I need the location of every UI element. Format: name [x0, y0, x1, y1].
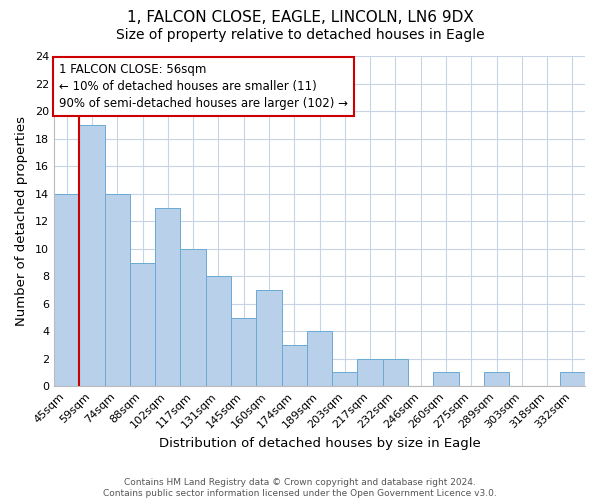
Bar	[332, 372, 358, 386]
Bar	[104, 194, 130, 386]
Text: Contains HM Land Registry data © Crown copyright and database right 2024.
Contai: Contains HM Land Registry data © Crown c…	[103, 478, 497, 498]
Bar	[155, 208, 181, 386]
Y-axis label: Number of detached properties: Number of detached properties	[15, 116, 28, 326]
Bar	[307, 332, 332, 386]
Bar	[181, 249, 206, 386]
Bar	[256, 290, 281, 386]
Bar	[484, 372, 509, 386]
Text: 1 FALCON CLOSE: 56sqm
← 10% of detached houses are smaller (11)
90% of semi-deta: 1 FALCON CLOSE: 56sqm ← 10% of detached …	[59, 63, 349, 110]
X-axis label: Distribution of detached houses by size in Eagle: Distribution of detached houses by size …	[158, 437, 481, 450]
Bar	[206, 276, 231, 386]
Text: Size of property relative to detached houses in Eagle: Size of property relative to detached ho…	[116, 28, 484, 42]
Bar	[130, 262, 155, 386]
Text: 1, FALCON CLOSE, EAGLE, LINCOLN, LN6 9DX: 1, FALCON CLOSE, EAGLE, LINCOLN, LN6 9DX	[127, 10, 473, 25]
Bar	[79, 125, 104, 386]
Bar	[383, 358, 408, 386]
Bar	[231, 318, 256, 386]
Bar	[560, 372, 585, 386]
Bar	[281, 345, 307, 386]
Bar	[54, 194, 79, 386]
Bar	[358, 358, 383, 386]
Bar	[433, 372, 458, 386]
